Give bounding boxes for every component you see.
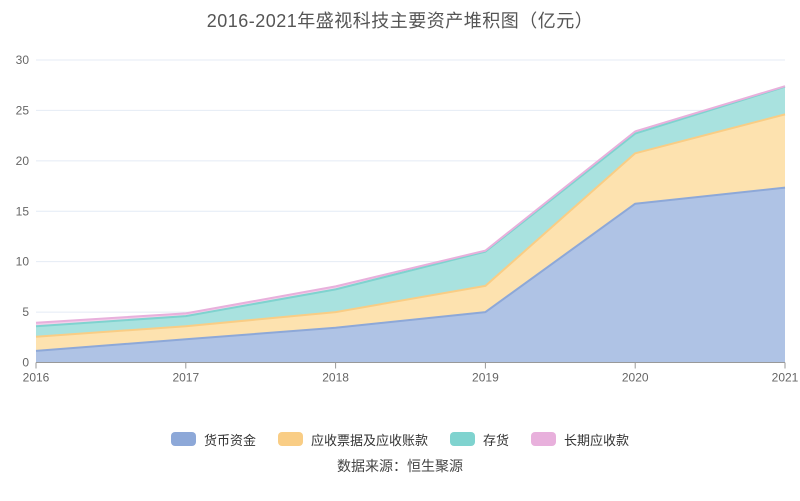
y-tick-label: 25 [16,103,30,117]
y-tick-label: 15 [16,204,30,218]
y-tick-label: 20 [16,154,30,168]
line-长期应收款 [35,85,786,324]
legend: 货币资金 应收票据及应收账款 存货 长期应收款 [0,430,800,448]
y-tick-label: 0 [22,356,29,370]
x-tick-label: 2019 [472,371,499,385]
area-存货 [36,86,785,337]
y-tick-label: 5 [22,305,29,319]
x-tick-label: 2016 [23,371,50,385]
legend-item-货币资金[interactable]: 货币资金 [170,430,256,449]
legend-swatch [531,432,557,446]
legend-label: 货币资金 [203,432,256,448]
legend-item-应收票据及应收账款[interactable]: 应收票据及应收账款 [277,430,428,449]
legend-label: 应收票据及应收账款 [310,432,428,448]
legend-swatch [277,432,303,446]
y-tick-label: 30 [16,53,30,67]
x-tick-label: 2021 [772,371,799,385]
legend-swatch [170,432,196,446]
x-tick-label: 2020 [622,371,649,385]
x-tick-label: 2018 [322,371,349,385]
legend-label: 长期应收款 [564,432,630,448]
data-source: 数据来源：恒生聚源 [337,458,463,474]
legend-item-长期应收款[interactable]: 长期应收款 [531,430,629,449]
legend-swatch [450,432,475,446]
y-tick-label: 10 [16,255,30,269]
area-应收票据及应收账款 [36,114,785,351]
line-存货 [35,85,786,328]
legend-item-存货[interactable]: 存货 [450,430,509,449]
line-应收票据及应收账款 [35,113,786,338]
x-tick-label: 2017 [172,371,199,385]
stacked-area-plot[interactable]: 0 5 10 15 20 25 30 2016 2017 2018 2019 2020 2021 [0,0,800,420]
chart-title: 2016-2021年盛视科技主要资产堆积图（亿元） [206,11,594,31]
line-货币资金 [35,186,786,352]
legend-label: 存货 [483,432,510,448]
